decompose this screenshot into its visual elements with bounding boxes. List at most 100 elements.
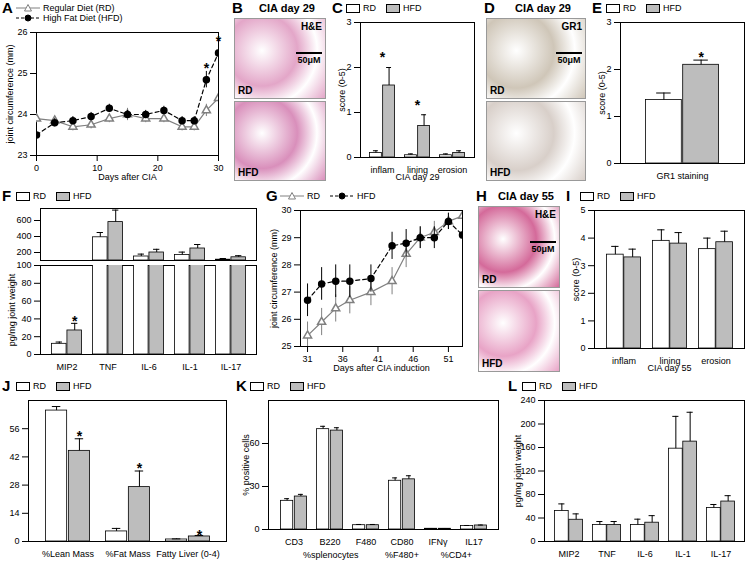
svg-text:TNF: TNF bbox=[99, 362, 117, 372]
svg-text:CIA day 55: CIA day 55 bbox=[647, 363, 691, 373]
svg-text:400: 400 bbox=[16, 231, 31, 241]
svg-text:25: 25 bbox=[281, 341, 291, 351]
svg-text:30: 30 bbox=[249, 481, 259, 491]
svg-text:200: 200 bbox=[16, 247, 31, 257]
svg-text:IL17: IL17 bbox=[465, 537, 483, 547]
svg-text:%CD4+: %CD4+ bbox=[441, 550, 472, 560]
svg-text:Fatty Liver (0-4): Fatty Liver (0-4) bbox=[156, 549, 220, 559]
svg-text:30: 30 bbox=[281, 205, 291, 215]
svg-text:29: 29 bbox=[281, 233, 291, 243]
svg-text:23: 23 bbox=[17, 150, 27, 160]
svg-text:600: 600 bbox=[16, 215, 31, 225]
svg-text:score (0-5): score (0-5) bbox=[337, 68, 347, 112]
svg-text:inflam: inflam bbox=[370, 165, 394, 175]
svg-text:2: 2 bbox=[346, 62, 351, 72]
svg-text:0: 0 bbox=[26, 349, 31, 359]
svg-text:IL-17: IL-17 bbox=[221, 362, 242, 372]
svg-text:MIP2: MIP2 bbox=[56, 362, 77, 372]
svg-text:IL-1: IL-1 bbox=[182, 362, 198, 372]
svg-text:0: 0 bbox=[14, 536, 19, 546]
svg-text:erosion: erosion bbox=[701, 356, 731, 366]
svg-text:3: 3 bbox=[606, 17, 611, 27]
svg-text:30: 30 bbox=[213, 163, 223, 173]
svg-text:CD3: CD3 bbox=[285, 537, 303, 547]
svg-text:42: 42 bbox=[9, 452, 19, 462]
svg-text:*: * bbox=[197, 527, 203, 543]
svg-text:IL-1: IL-1 bbox=[675, 549, 691, 559]
svg-text:CIA day 29: CIA day 29 bbox=[395, 172, 439, 182]
svg-text:%splenocytes: %splenocytes bbox=[303, 550, 359, 560]
svg-text:pg/mg joint weight: pg/mg joint weight bbox=[7, 273, 17, 346]
svg-text:26: 26 bbox=[281, 314, 291, 324]
svg-text:*: * bbox=[415, 97, 421, 113]
svg-text:inflam: inflam bbox=[612, 356, 636, 366]
svg-text:0: 0 bbox=[530, 536, 535, 546]
svg-text:score (0-5): score (0-5) bbox=[571, 258, 581, 302]
svg-text:0: 0 bbox=[34, 163, 39, 173]
html-text:CIA day 29: CIA day 29 bbox=[259, 2, 315, 14]
svg-text:joint circumference (mm): joint circumference (mm) bbox=[269, 229, 279, 329]
svg-text:1: 1 bbox=[606, 111, 611, 121]
svg-text:1: 1 bbox=[346, 107, 351, 117]
svg-text:40: 40 bbox=[21, 314, 31, 324]
svg-text:25: 25 bbox=[17, 68, 27, 78]
svg-text:24: 24 bbox=[17, 109, 27, 119]
svg-text:20: 20 bbox=[21, 332, 31, 342]
svg-text:200: 200 bbox=[520, 419, 535, 429]
svg-text:CD80: CD80 bbox=[390, 537, 413, 547]
svg-text:240: 240 bbox=[520, 395, 535, 405]
svg-text:100: 100 bbox=[16, 260, 31, 270]
svg-text:0: 0 bbox=[254, 524, 259, 534]
svg-text:60: 60 bbox=[249, 438, 259, 448]
svg-text:MIP2: MIP2 bbox=[558, 549, 579, 559]
svg-text:B220: B220 bbox=[319, 537, 340, 547]
svg-text:%Fat Mass: %Fat Mass bbox=[105, 549, 151, 559]
svg-text:*: * bbox=[77, 428, 83, 444]
svg-text:60: 60 bbox=[21, 296, 31, 306]
svg-text:*: * bbox=[216, 33, 222, 49]
svg-text:2: 2 bbox=[606, 64, 611, 74]
svg-text:pg/mg joint weight: pg/mg joint weight bbox=[513, 434, 523, 507]
html-text:RD: RD bbox=[238, 84, 253, 96]
svg-text:80: 80 bbox=[525, 489, 535, 499]
svg-text:0: 0 bbox=[346, 152, 351, 162]
svg-text:80: 80 bbox=[21, 278, 31, 288]
svg-text:3: 3 bbox=[580, 261, 585, 271]
svg-text:31: 31 bbox=[303, 354, 313, 364]
svg-text:*: * bbox=[204, 60, 210, 76]
svg-text:5: 5 bbox=[580, 205, 585, 215]
svg-text:14: 14 bbox=[9, 508, 19, 518]
svg-text:% positive cells: % positive cells bbox=[241, 434, 251, 496]
svg-text:IL-6: IL-6 bbox=[637, 549, 653, 559]
svg-text:F480: F480 bbox=[356, 537, 377, 547]
svg-text:4: 4 bbox=[580, 233, 585, 243]
svg-text:*: * bbox=[137, 460, 143, 476]
svg-text:27: 27 bbox=[281, 287, 291, 297]
svg-text:IFNγ: IFNγ bbox=[429, 537, 448, 547]
svg-text:26: 26 bbox=[17, 27, 27, 37]
svg-text:28: 28 bbox=[9, 480, 19, 490]
svg-text:0: 0 bbox=[580, 343, 585, 353]
svg-text:*: * bbox=[698, 49, 704, 65]
svg-text:51: 51 bbox=[443, 354, 453, 364]
svg-text:TNF: TNF bbox=[598, 549, 616, 559]
svg-text:28: 28 bbox=[281, 260, 291, 270]
svg-text:joint circumference (mm): joint circumference (mm) bbox=[5, 44, 15, 144]
svg-text:score (0-5): score (0-5) bbox=[597, 71, 607, 115]
svg-text:%F480+: %F480+ bbox=[385, 550, 419, 560]
svg-text:GR1 staining: GR1 staining bbox=[656, 171, 708, 181]
svg-text:0: 0 bbox=[606, 158, 611, 168]
svg-text:*: * bbox=[380, 49, 386, 65]
svg-text:erosion: erosion bbox=[438, 165, 468, 175]
svg-text:40: 40 bbox=[525, 513, 535, 523]
svg-text:2: 2 bbox=[580, 288, 585, 298]
svg-text:*: * bbox=[72, 313, 78, 329]
svg-text:56: 56 bbox=[9, 424, 19, 434]
svg-text:Days after CIA induction: Days after CIA induction bbox=[333, 363, 430, 373]
svg-text:3: 3 bbox=[346, 17, 351, 27]
svg-text:%Lean Mass: %Lean Mass bbox=[42, 549, 95, 559]
svg-text:IL-17: IL-17 bbox=[711, 549, 732, 559]
svg-text:IL-6: IL-6 bbox=[141, 362, 157, 372]
svg-text:Days after CIA: Days after CIA bbox=[98, 172, 157, 182]
svg-text:1: 1 bbox=[580, 316, 585, 326]
